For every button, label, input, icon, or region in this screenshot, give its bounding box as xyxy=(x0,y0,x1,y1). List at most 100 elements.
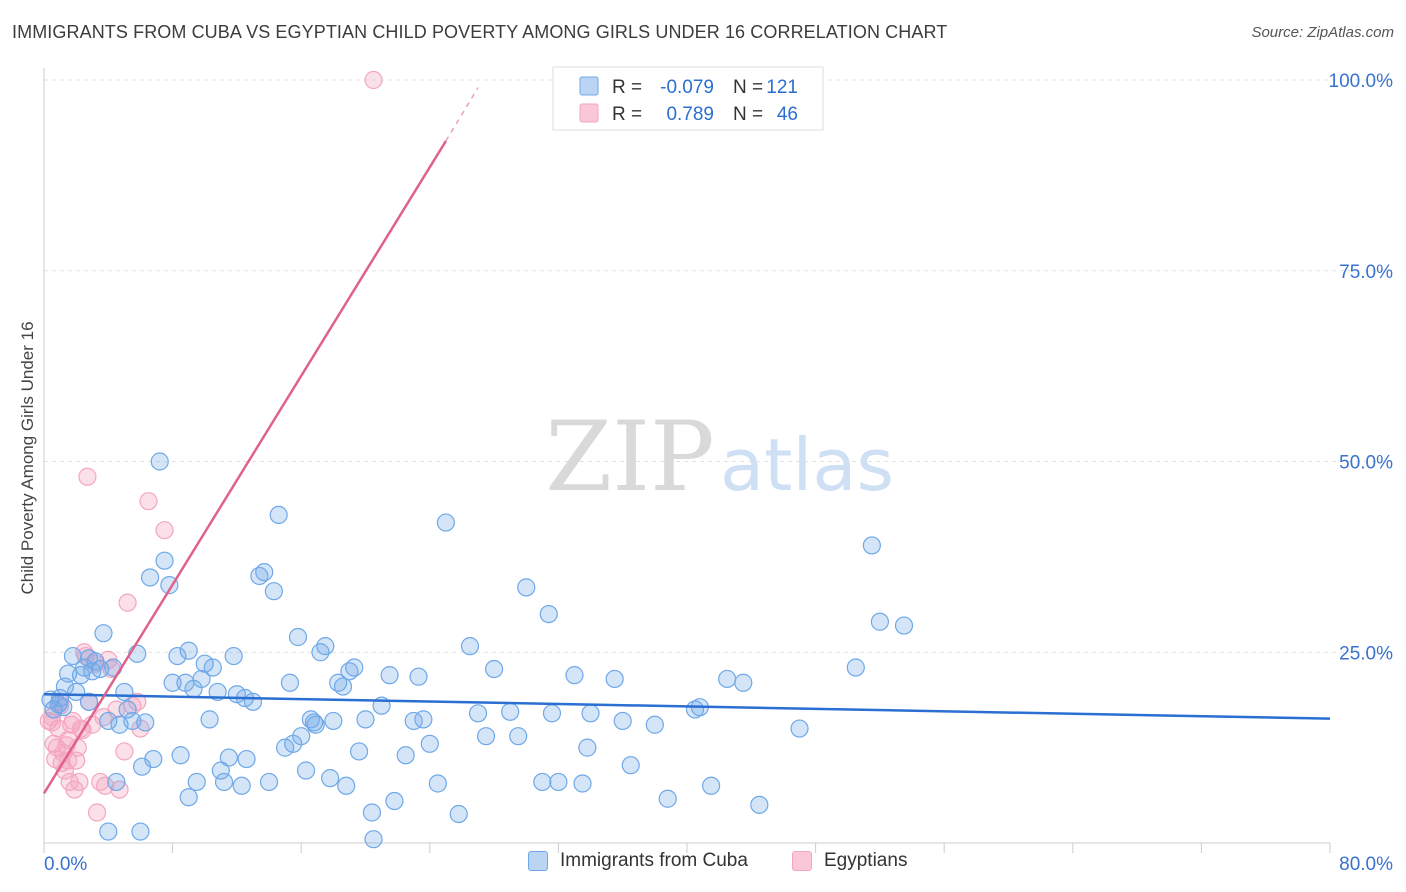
cuba-point xyxy=(131,822,150,841)
cuba-point xyxy=(750,795,769,814)
cuba-point xyxy=(449,804,468,824)
cuba-point xyxy=(179,641,198,660)
legend-label-egypt: Egyptians xyxy=(824,850,908,871)
grid-layer xyxy=(44,79,1392,653)
y-tick-label: 100.0% xyxy=(1329,71,1394,92)
legend-item-egypt: Egyptians xyxy=(792,850,907,872)
cuba-point xyxy=(396,746,415,765)
cuba-point xyxy=(94,624,113,643)
cuba-point xyxy=(99,711,118,731)
cuba-point xyxy=(232,776,251,795)
cuba-point xyxy=(140,568,160,587)
cuba-point xyxy=(324,711,343,731)
egyptians-point xyxy=(95,776,115,795)
cuba-point xyxy=(702,776,721,795)
y-tick-label: 25.0% xyxy=(1339,643,1393,664)
legend-r-value-cuba: -0.079 xyxy=(660,77,714,98)
cuba-point xyxy=(621,756,640,775)
cuba-point xyxy=(870,612,890,631)
watermark: ZIP atlas xyxy=(545,401,894,513)
legend-swatch-cuba-bottom xyxy=(528,851,548,871)
cuba-point xyxy=(67,682,86,702)
cuba-point xyxy=(364,830,383,849)
cuba-point xyxy=(280,673,300,692)
cuba-point xyxy=(385,791,404,811)
cuba-point xyxy=(613,711,632,731)
egyptians-point xyxy=(87,803,107,822)
cuba-point xyxy=(420,734,439,753)
egyptians-point xyxy=(128,692,147,711)
cuba-point xyxy=(605,669,624,689)
cuba-point xyxy=(316,637,335,656)
cuba-point xyxy=(362,803,382,822)
cuba-point xyxy=(255,563,274,582)
cuba-point xyxy=(79,692,99,711)
legend-n-label-cuba: N = xyxy=(733,77,763,98)
legend-n-value-cuba: 121 xyxy=(766,77,798,98)
y-tick-label: 75.0% xyxy=(1339,262,1393,283)
cuba-point xyxy=(409,667,428,686)
cuba-point xyxy=(311,643,330,662)
legend-r-label-egypt: R = xyxy=(612,104,642,125)
cuba-point xyxy=(187,772,206,792)
cuba-point xyxy=(565,666,584,685)
cuba-point xyxy=(115,682,134,702)
y-tick-label: 50.0% xyxy=(1339,453,1393,474)
cuba-point xyxy=(63,646,83,666)
cuba-point xyxy=(485,659,504,679)
cuba-point xyxy=(237,749,256,769)
cuba-point xyxy=(259,772,279,792)
cuba-point xyxy=(219,748,238,767)
cuba-point xyxy=(168,646,187,666)
egyptians-point xyxy=(42,713,62,732)
y-axis-label: Child Poverty Among Girls Under 16 xyxy=(18,321,37,595)
cuba-point xyxy=(214,772,234,792)
x-tick-label: 80.0% xyxy=(1339,854,1393,875)
egyptians-point xyxy=(67,751,86,770)
cuba-point xyxy=(269,505,288,525)
cuba-point xyxy=(685,700,705,719)
source-label: Source: ZipAtlas.com xyxy=(1251,24,1394,41)
cuba-point xyxy=(208,682,227,702)
cuba-point xyxy=(509,727,528,746)
cuba-point xyxy=(171,746,190,765)
cuba-point xyxy=(99,822,118,841)
egyptians-point xyxy=(76,646,95,666)
legend-swatch-egypt xyxy=(579,103,599,123)
cuba-point xyxy=(54,698,73,717)
cuba-point xyxy=(517,578,536,597)
cuba-trend-line xyxy=(43,692,1331,720)
egyptians-point xyxy=(118,593,137,612)
egyptians-trend-extension xyxy=(445,87,479,142)
cuba-point xyxy=(200,710,219,729)
cuba-point xyxy=(337,776,356,795)
cuba-point xyxy=(192,669,211,689)
cuba-point xyxy=(333,677,353,696)
cuba-point xyxy=(468,704,488,723)
cuba-point xyxy=(578,738,597,757)
egyptians-point xyxy=(70,772,89,792)
cuba-point xyxy=(150,452,169,471)
cuba-point xyxy=(380,666,399,685)
watermark-zip: ZIP xyxy=(545,401,714,513)
cuba-point xyxy=(658,789,677,808)
legend-n-label-egypt: N = xyxy=(733,104,763,125)
x-tick-label: 0.0% xyxy=(44,854,87,875)
legend-r-label-cuba: R = xyxy=(612,77,642,98)
legend-swatch-cuba xyxy=(579,76,599,96)
legend-item-cuba: Immigrants from Cuba xyxy=(528,850,748,872)
egyptians-point xyxy=(155,521,174,540)
cuba-point xyxy=(846,658,865,677)
cuba-point xyxy=(136,713,155,732)
cuba-point xyxy=(179,788,198,807)
legend-r-value-egypt: 0.789 xyxy=(666,104,714,125)
cuba-point xyxy=(573,774,592,793)
cuba-point xyxy=(304,713,324,732)
cuba-point xyxy=(734,673,753,692)
cuba-point xyxy=(155,551,174,570)
cuba-point xyxy=(894,616,914,635)
tick-labels: 25.0% 50.0% 75.0% 100.0% 0.0% 80.0% xyxy=(44,71,1393,875)
cuba-point xyxy=(203,658,222,677)
cuba-point xyxy=(349,742,369,761)
